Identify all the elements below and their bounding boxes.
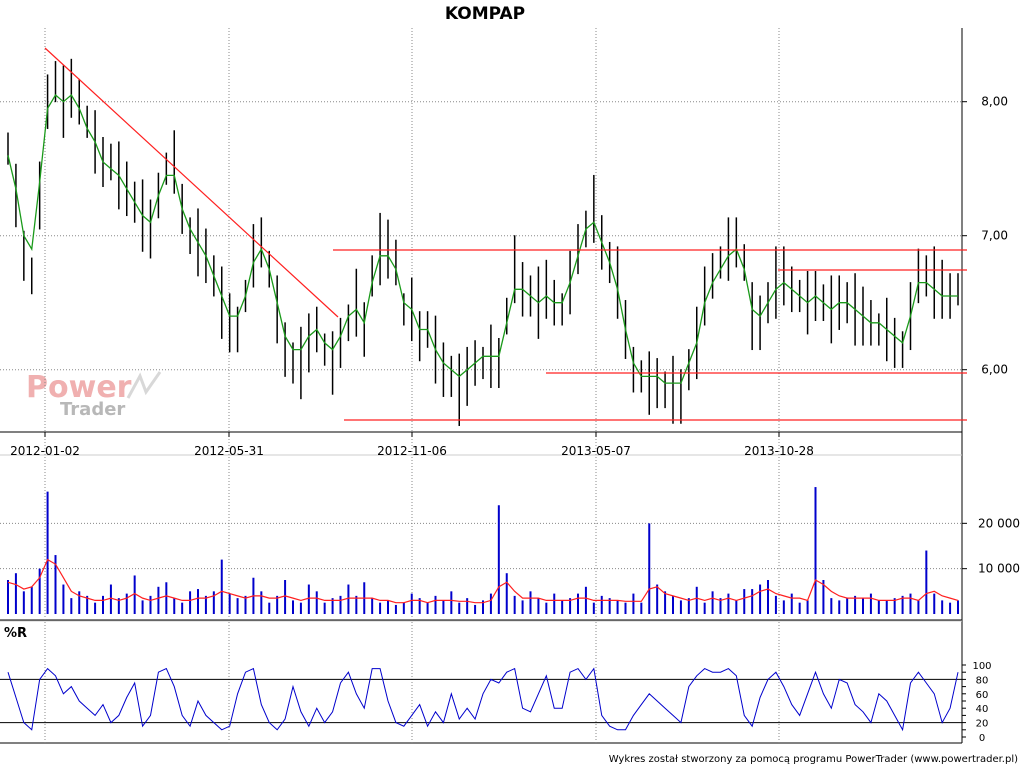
volume-average-series <box>7 558 959 604</box>
axis-labels: 2012-01-02 2012-05-31 2012-11-06 2013-05-07… <box>10 95 1020 744</box>
moving-average-series <box>7 94 958 384</box>
x-tick-label: 2012-05-31 <box>194 444 264 458</box>
footer-credit: Wykres został stworzony za pomocą progra… <box>609 754 1018 765</box>
watermark-text-power: Power <box>26 370 132 405</box>
price-tick-label: 7,00 <box>981 229 1008 243</box>
wr-tick-label: 80 <box>976 675 989 686</box>
trendlines <box>44 47 967 421</box>
wr-tick-label: 100 <box>972 661 991 672</box>
wr-tick-label: 40 <box>976 704 989 715</box>
volume-tick-label: 20 000 <box>978 516 1020 530</box>
price-tick-label: 6,00 <box>981 363 1008 377</box>
wr-tick-label: 0 <box>979 733 985 744</box>
x-tick-label: 2012-11-06 <box>377 444 447 458</box>
chart-title: KOMPAP <box>445 4 525 24</box>
x-tick-label: 2012-01-02 <box>10 444 80 458</box>
volume-tick-label: 10 000 <box>978 562 1020 576</box>
volume-average-line <box>7 558 959 604</box>
wr-line <box>7 667 959 732</box>
volume-series <box>7 487 959 614</box>
grid-lines <box>0 28 967 743</box>
price-tick-label: 8,00 <box>981 95 1008 109</box>
wr-tick-label: 60 <box>976 690 989 701</box>
moving-average-line <box>7 94 958 384</box>
wr-series <box>7 667 959 732</box>
watermark-text-trader: Trader <box>60 399 125 420</box>
x-tick-label: 2013-10-28 <box>744 444 814 458</box>
wr-tick-label: 20 <box>976 719 989 730</box>
down-trendline <box>44 47 339 318</box>
x-tick-label: 2013-05-07 <box>561 444 631 458</box>
watermark-logo: Power Trader <box>26 370 162 420</box>
price-series <box>7 58 959 426</box>
wr-panel-title: %R <box>4 626 27 641</box>
